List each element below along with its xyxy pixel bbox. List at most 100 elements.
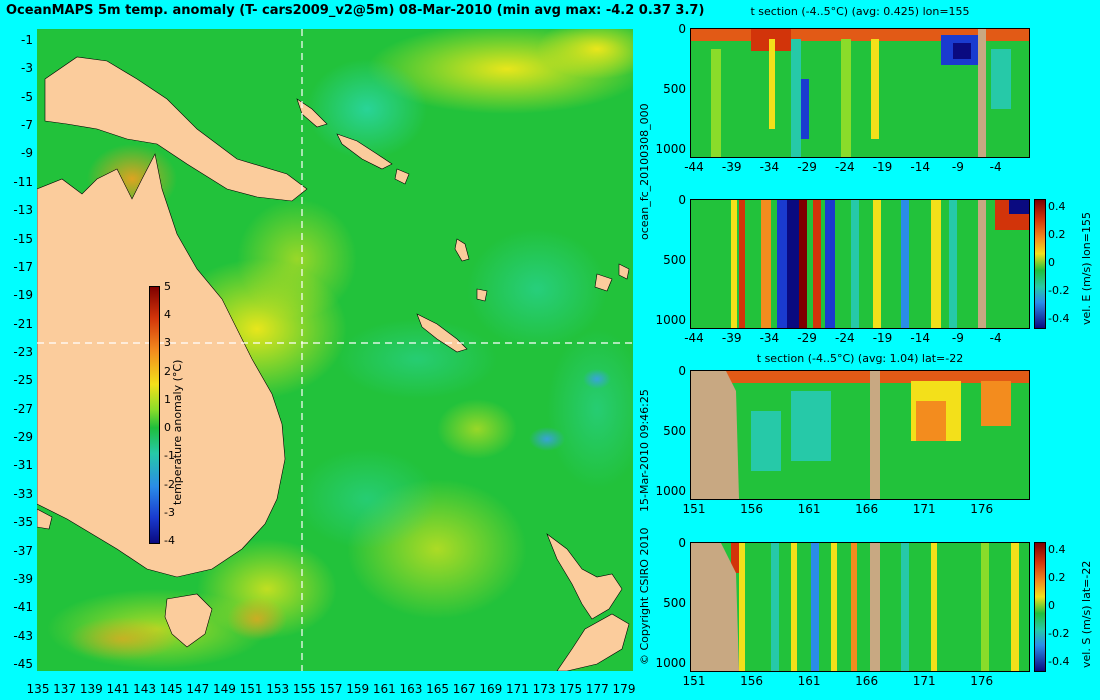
map-y-tick: -23	[13, 345, 33, 359]
panel-2-colorbar-tick: 0	[1048, 256, 1055, 269]
panel-4-colorbar-tick: -0.2	[1048, 627, 1070, 640]
panel-1-x-tick: -14	[910, 160, 931, 174]
map-y-tick: -25	[13, 373, 33, 388]
land-new-zealand-north	[546, 533, 623, 620]
map-y-tick: -1	[21, 33, 33, 47]
map-y-tick: -29	[13, 430, 33, 445]
map-y-tick: -13	[13, 203, 33, 218]
panel-2-colorbar	[1034, 199, 1046, 329]
map-x-tick: 169	[479, 682, 503, 696]
panel-1-x-tick: -34	[759, 160, 780, 174]
panel-3-x-tick: 161	[797, 502, 821, 516]
map-colorbar-tick: -2	[164, 477, 175, 491]
panel-1-x-tick: -4	[989, 160, 1002, 174]
land-island	[476, 288, 488, 302]
map-x-tick: 167	[452, 682, 476, 696]
run-id-label: ocean_fc_20100308_000	[638, 103, 651, 240]
map-colorbar-tick: 1	[164, 392, 171, 406]
issued-timestamp: 15-Mar-2010 09:46:25	[638, 389, 651, 512]
land-fiji	[594, 273, 613, 292]
anomaly-blob	[529, 427, 565, 451]
land-vanuatu	[454, 238, 470, 262]
section-panel-velE-lon[interactable]	[690, 199, 1030, 329]
anomaly-blob	[467, 229, 607, 349]
section-panel-temp-lat[interactable]	[690, 370, 1030, 500]
panel-1-title: t section (-4..5°C) (avg: 0.425) lon=155	[750, 5, 970, 18]
anomaly-blob	[437, 399, 517, 459]
map-x-tick: 171	[506, 682, 529, 696]
map-x-tick: 177	[585, 682, 609, 696]
panel-4-x-tick: 161	[797, 674, 821, 688]
anomaly-blob	[67, 617, 177, 661]
panel-4-svg	[691, 543, 1029, 671]
map-y-tick: -43	[13, 628, 33, 643]
panel-4-y-tick: 0	[678, 536, 686, 550]
anomaly-blob	[237, 199, 357, 319]
panel-2-x-tick: -34	[759, 331, 780, 345]
panel-1-y-tick: 500	[663, 82, 686, 96]
map-x-tick: 145	[159, 682, 183, 696]
panel-4-x-tick: 156	[740, 674, 763, 688]
map-x-tick: 137	[53, 682, 77, 696]
map-y-tick: -39	[13, 571, 33, 586]
land-new-caledonia	[416, 313, 468, 353]
panel-1-y-tick: 0	[678, 22, 686, 36]
map-colorbar-tick: -4	[164, 534, 175, 547]
map-x-tick: 153	[266, 682, 290, 696]
panel-2-x-tick: -14	[910, 331, 931, 345]
map-y-tick: -5	[21, 89, 33, 104]
map-svg	[37, 29, 633, 671]
panel-1-svg	[691, 29, 1029, 157]
map-panel[interactable]	[37, 29, 633, 671]
map-x-tick: 139	[79, 682, 103, 696]
map-x-tick: 173	[532, 682, 556, 696]
anomaly-blob	[307, 59, 427, 159]
map-y-tick: -3	[21, 61, 33, 76]
map-x-tick: 175	[559, 682, 583, 696]
map-colorbar-tick: 4	[164, 308, 171, 322]
panel-4-colorbar-tick: 0.2	[1048, 571, 1066, 584]
panel-2-x-tick: -44	[684, 331, 704, 345]
panel-3-x-tick: 156	[740, 502, 763, 516]
panel-2-y-tick: 0	[678, 193, 686, 207]
map-y-tick: -19	[13, 288, 33, 303]
page-title: OceanMAPS 5m temp. anomaly (T- cars2009_…	[6, 3, 705, 18]
land-australia	[37, 153, 286, 578]
map-y-tick: -15	[13, 231, 33, 246]
map-x-tick: 147	[186, 682, 210, 696]
land-tasmania	[164, 593, 213, 648]
map-y-tick: -7	[21, 118, 33, 133]
panel-1-x-tick: -44	[684, 160, 704, 174]
anomaly-blob	[537, 29, 633, 79]
map-x-tick: 179	[612, 682, 636, 696]
map-y-tick: -41	[13, 600, 33, 615]
map-x-tick: 159	[346, 682, 370, 696]
map-y-tick: -45	[13, 657, 33, 671]
section-panel-velS-lat[interactable]	[690, 542, 1030, 672]
map-colorbar	[149, 286, 160, 544]
panel-2-svg	[691, 200, 1029, 328]
map-x-tick: 157	[319, 682, 343, 696]
panel-4-x-tick: 171	[912, 674, 936, 688]
map-x-tick: 161	[372, 682, 396, 696]
map-x-tick: 165	[426, 682, 449, 696]
map-y-tick: -11	[13, 174, 33, 189]
panel-2-x-tick: -39	[721, 331, 742, 345]
panel-3-title: t section (-4..5°C) (avg: 1.04) lat=-22	[756, 352, 964, 365]
panel-3-x-tick: 171	[912, 502, 936, 516]
land-fiji	[618, 263, 630, 280]
panel-1-x-tick: -19	[872, 160, 893, 174]
panel-2-y-tick: 1000	[655, 313, 686, 327]
map-x-tick: 151	[239, 682, 263, 696]
panel-2-colorbar-label: vel. E (m/s) lon=155	[1080, 212, 1093, 325]
panel-2-colorbar-tick: 0.2	[1048, 228, 1066, 241]
panel-1-y-tick: 1000	[655, 142, 686, 156]
panel-1-x-tick: -9	[951, 160, 964, 174]
map-x-tick: 149	[213, 682, 236, 696]
panel-4-y-tick: 1000	[655, 656, 686, 670]
section-panel-temp-lon[interactable]	[690, 28, 1030, 158]
map-x-tick: 143	[133, 682, 156, 696]
map-y-tick: -9	[21, 146, 33, 161]
map-y-tick: -27	[13, 401, 33, 416]
map-y-tick: -17	[13, 259, 33, 274]
